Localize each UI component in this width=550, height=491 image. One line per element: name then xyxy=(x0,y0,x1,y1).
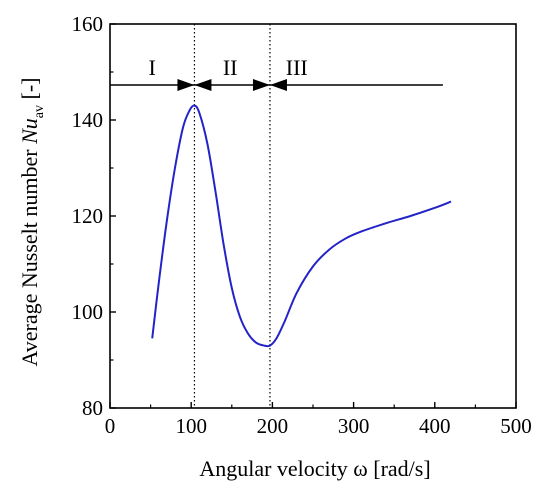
y-axis-title-symbol: Nu xyxy=(17,118,42,145)
arrowhead-left xyxy=(269,78,287,91)
y-tick-label: 100 xyxy=(72,300,104,324)
y-axis-title-prefix: Average Nusselt number xyxy=(17,144,42,367)
y-tick-label: 120 xyxy=(72,204,104,228)
y-axis-title: Average Nusselt number Nuav [-] xyxy=(17,78,47,367)
y-tick-label: 140 xyxy=(72,108,104,132)
plot-layer: I II III xyxy=(110,24,452,408)
x-tick-label: 400 xyxy=(419,414,451,438)
x-axis-ticks: 0 100 200 300 400 500 xyxy=(105,402,532,438)
series-line xyxy=(151,104,452,348)
x-tick-label: 200 xyxy=(257,414,289,438)
y-tick-label: 160 xyxy=(72,12,104,36)
region-label-II: II xyxy=(223,55,238,80)
x-tick-label: 0 xyxy=(105,414,116,438)
y-axis-title-unit: [-] xyxy=(17,78,42,105)
arrowhead-left xyxy=(194,78,212,91)
y-axis-ticks: 80 100 120 140 160 xyxy=(72,12,116,420)
arrowhead-right xyxy=(177,78,195,91)
y-axis-title-subscript: av xyxy=(32,105,47,118)
plot-frame xyxy=(109,23,517,409)
x-axis-title: Angular velocity ω [rad/s] xyxy=(199,456,430,481)
x-tick-label: 300 xyxy=(338,414,370,438)
y-tick-label: 80 xyxy=(82,396,103,420)
x-tick-label: 100 xyxy=(175,414,207,438)
region-label-III: III xyxy=(286,55,308,80)
arrowhead-right xyxy=(252,78,270,91)
region-label-I: I xyxy=(149,55,156,80)
x-tick-label: 500 xyxy=(500,414,532,438)
